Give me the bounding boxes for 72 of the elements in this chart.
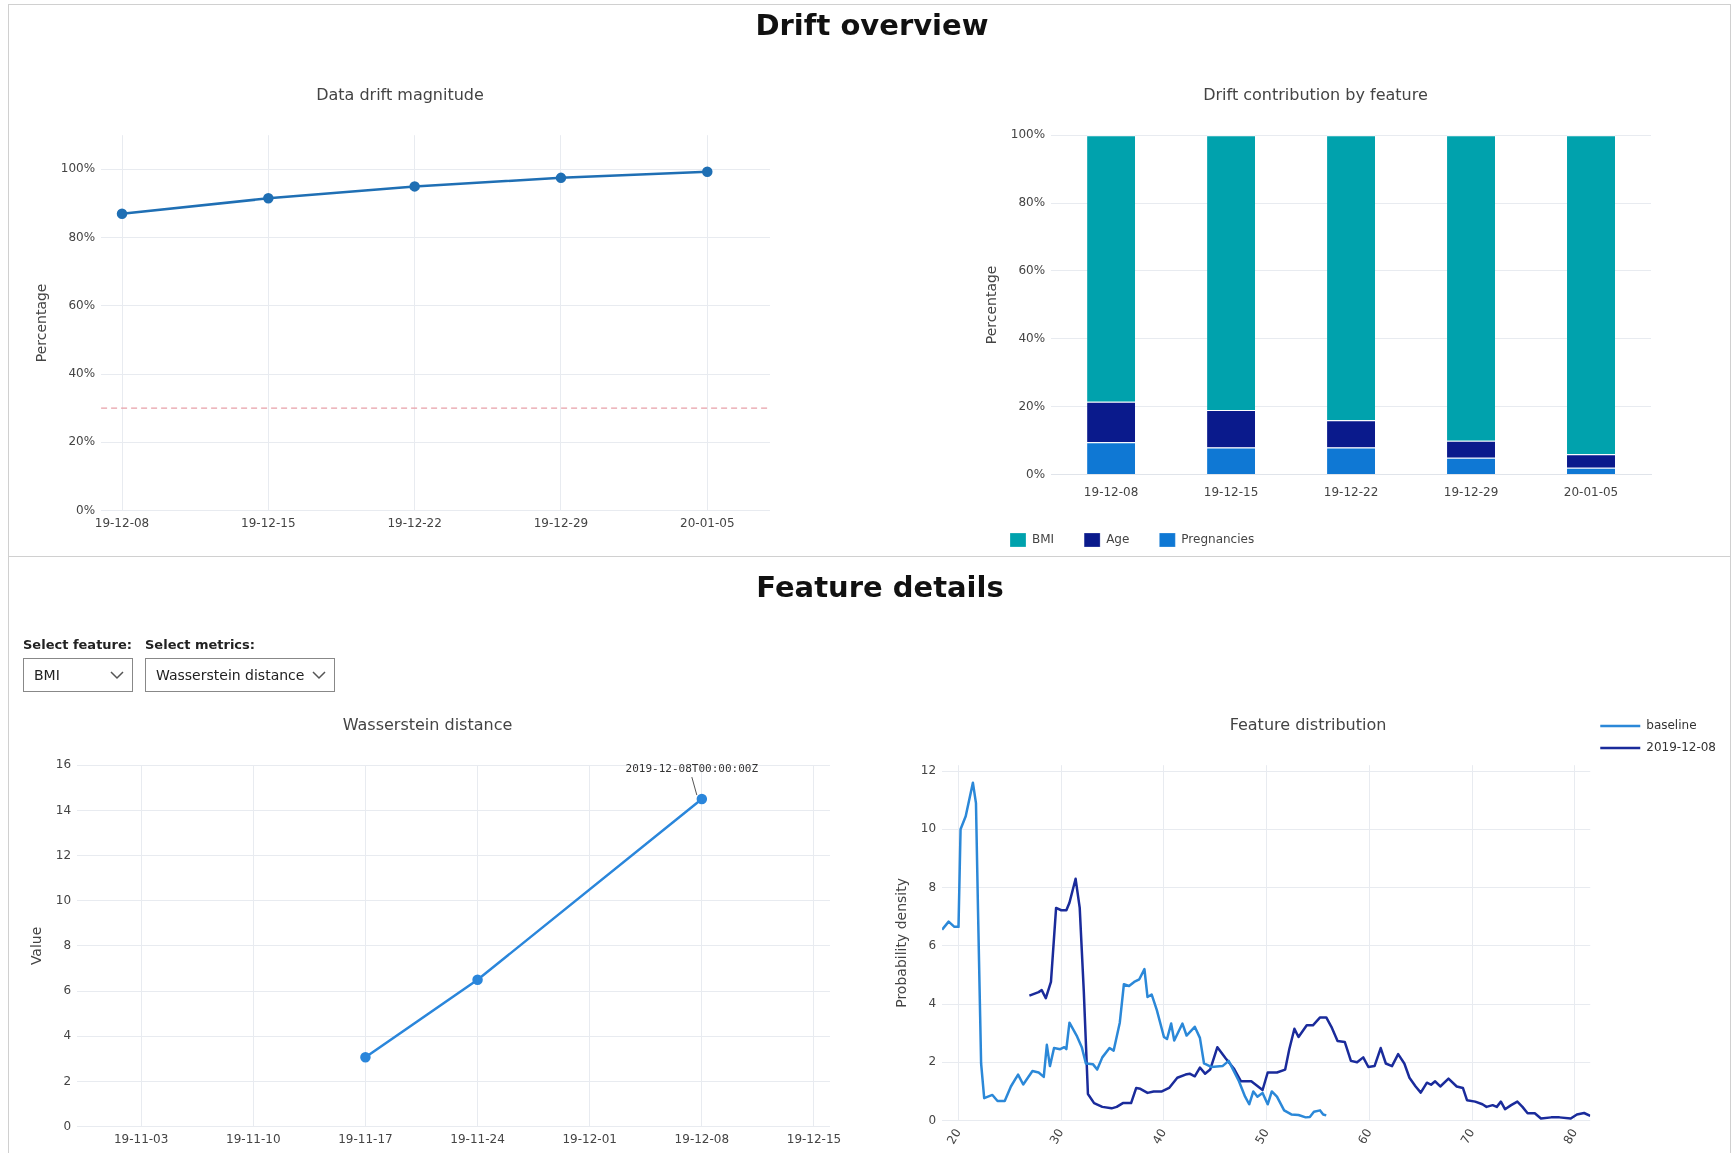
x-tick-label: 19-12-01 — [562, 1131, 617, 1146]
y-tick-label: 0 — [928, 1112, 937, 1127]
x-tick-label: 19-12-29 — [1443, 484, 1499, 499]
y-axis-title: Probability density — [893, 877, 910, 1008]
x-tick-label: 19-12-15 — [1203, 484, 1259, 499]
x-tick-label: 19-11-24 — [450, 1131, 505, 1146]
y-tick-label: 12 — [55, 847, 72, 862]
x-tick-label: 19-11-10 — [226, 1131, 281, 1146]
x-tick-label: 19-12-29 — [533, 515, 589, 530]
legend-label: Pregnancies — [1181, 532, 1255, 547]
x-tick-label: 80 — [1560, 1126, 1581, 1147]
x-tick-label: 19-11-03 — [113, 1131, 169, 1146]
x-tick-label: 19-12-15 — [786, 1131, 842, 1146]
text: Drift overview — [743, 8, 1001, 42]
y-tick-label: 60% — [1018, 263, 1046, 278]
chart-title: Wasserstein distance — [342, 714, 513, 734]
y-tick-label: 6 — [63, 983, 72, 998]
y-tick-label: 100% — [60, 161, 96, 176]
x-tick-label: 50 — [1252, 1126, 1272, 1147]
y-axis-title: Value — [28, 926, 45, 966]
y-tick-label: 2 — [63, 1073, 72, 1088]
chart-title: Feature distribution — [1229, 714, 1387, 734]
x-tick-label: 40 — [1149, 1126, 1170, 1147]
y-tick-label: 60% — [68, 297, 96, 312]
y-tick-label: 20% — [68, 434, 96, 449]
y-tick-label: 16 — [55, 757, 72, 772]
legend-label: baseline — [1646, 718, 1697, 733]
y-tick-label: 20% — [1018, 398, 1046, 413]
y-tick-label: 6 — [928, 937, 937, 952]
x-tick-label: 19-12-22 — [387, 515, 442, 530]
y-tick-label: 4 — [928, 996, 937, 1011]
y-tick-label: 40% — [68, 366, 96, 381]
x-tick-label: 20-01-05 — [1563, 484, 1619, 499]
x-tick-label: 30 — [1046, 1126, 1067, 1147]
y-tick-label: 40% — [1018, 330, 1046, 345]
x-tick-label: 19-12-15 — [241, 515, 296, 530]
annotation: 2019-12-08T00:00:00Z — [625, 762, 759, 776]
y-tick-label: 0% — [76, 502, 96, 517]
x-tick-label: 19-12-08 — [1083, 484, 1139, 499]
text: Select metrics: — [145, 637, 255, 652]
x-tick-label: 19-12-08 — [674, 1131, 730, 1146]
y-tick-label: 80% — [1018, 195, 1046, 210]
dropdown-field: Wasserstein distance — [145, 658, 335, 692]
y-tick-label: 14 — [55, 802, 72, 817]
y-tick-label: 8 — [63, 938, 72, 953]
text: Feature details — [744, 570, 1016, 604]
y-tick-label: 2 — [928, 1054, 937, 1069]
y-tick-label: 100% — [1010, 127, 1046, 142]
y-tick-label: 10 — [920, 821, 937, 836]
dropdown-field: BMI — [23, 658, 133, 692]
legend-label: 2019-12-08 — [1646, 740, 1717, 755]
y-tick-label: 4 — [63, 1028, 72, 1043]
x-tick-label: 19-12-22 — [1323, 484, 1379, 499]
y-tick-label: 80% — [68, 229, 96, 244]
x-tick-label: 60 — [1354, 1126, 1375, 1147]
y-axis-title: Percentage — [983, 265, 1000, 345]
chart-title: Drift contribution by feature — [1203, 84, 1428, 104]
legend-label: BMI — [1032, 532, 1055, 547]
x-tick-label: 70 — [1457, 1126, 1478, 1147]
legend-label: Age — [1106, 532, 1130, 547]
y-tick-label: 0% — [1026, 466, 1046, 481]
x-tick-label: 20-01-05 — [680, 515, 735, 530]
y-tick-label: 8 — [928, 879, 937, 894]
y-tick-label: 12 — [920, 763, 937, 778]
y-tick-label: 10 — [55, 892, 72, 907]
x-tick-label: 19-11-17 — [338, 1131, 393, 1146]
x-tick-label: 19-12-08 — [94, 515, 150, 530]
chart-title: Data drift magnitude — [316, 84, 484, 104]
x-tick-label: 20 — [944, 1126, 964, 1147]
text: Select feature: — [23, 637, 133, 652]
y-axis-title: Percentage — [33, 283, 50, 363]
y-tick-label: 0 — [63, 1118, 72, 1133]
